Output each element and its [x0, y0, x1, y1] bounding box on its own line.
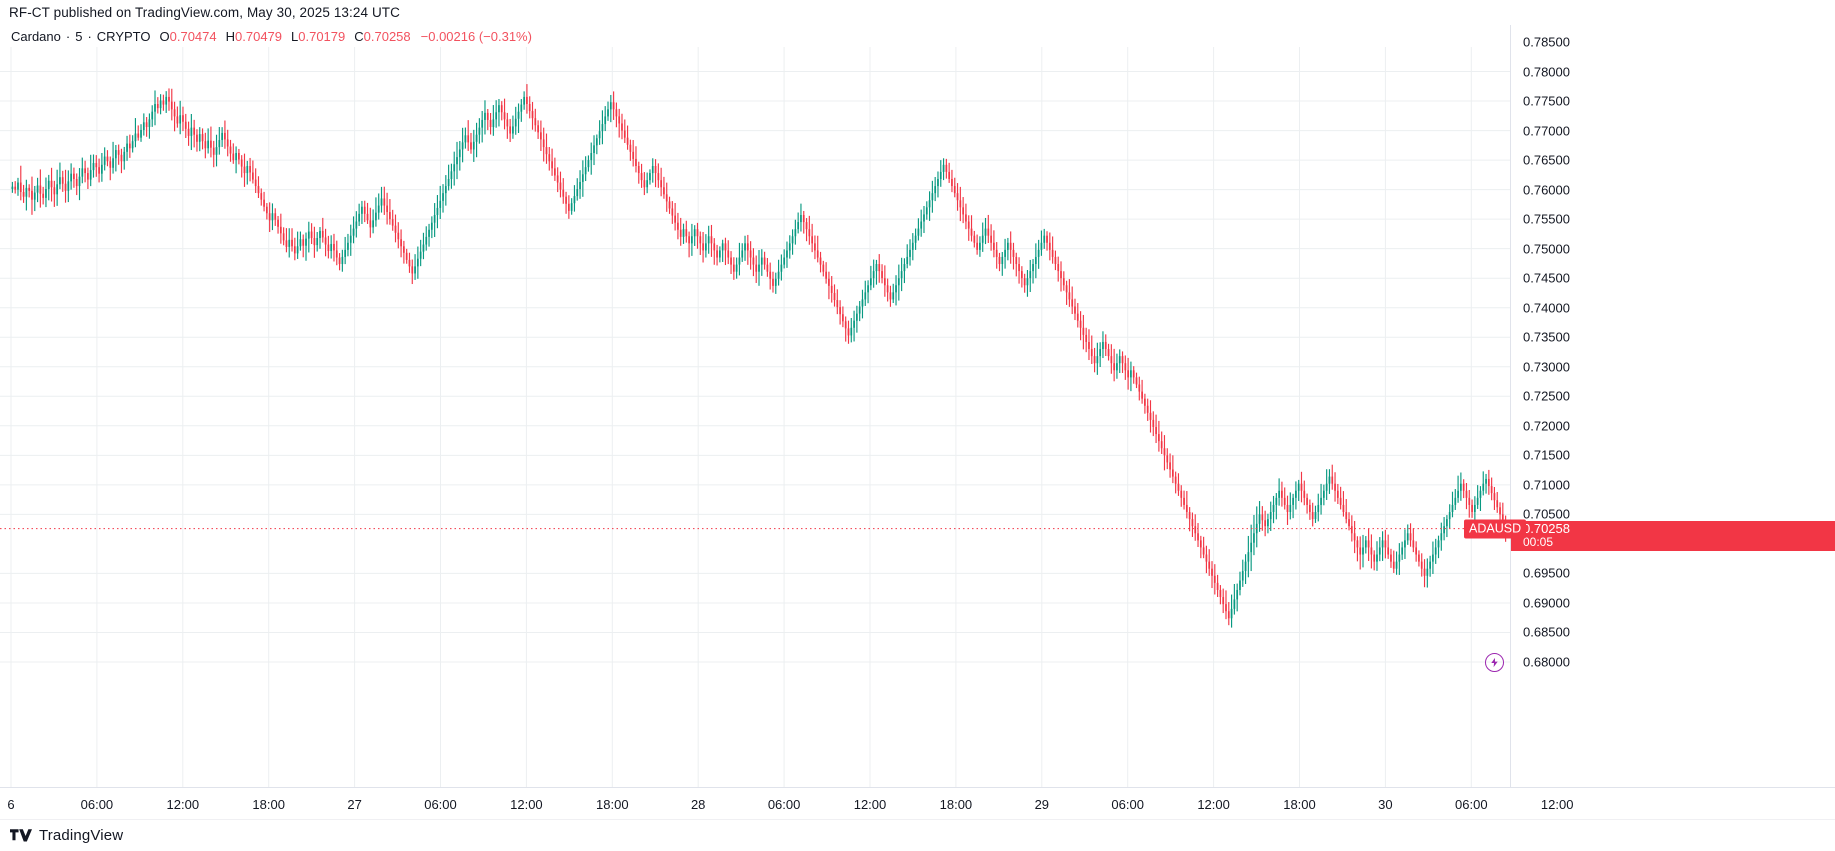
tradingview-logo-icon	[10, 828, 32, 841]
published-by-strip: RF-CT published on TradingView.com, May …	[0, 0, 1835, 25]
current-price-value: 0.70258	[1523, 521, 1570, 537]
price-tick: 0.74500	[1523, 270, 1570, 286]
published-by-text: RF-CT published on TradingView.com, May …	[9, 5, 400, 20]
price-tick: 0.77500	[1523, 93, 1570, 109]
time-tick: 06:00	[767, 797, 801, 812]
legend-close-key: C	[354, 28, 364, 44]
time-tick: 06:00	[424, 797, 457, 812]
price-tick: 0.69500	[1523, 565, 1570, 581]
price-tick: 0.71500	[1523, 447, 1570, 463]
footer-bar: TradingView	[0, 819, 1835, 851]
price-tick: 0.68000	[1523, 654, 1570, 670]
price-axis[interactable]: 0.78500 0.78000 0.77500 0.77000 0.76500 0.760…	[1485, 25, 1835, 787]
time-tick: 06:00	[1455, 797, 1488, 812]
legend-close: C0.70258	[354, 29, 410, 44]
time-tick: 6	[7, 797, 15, 812]
price-tick: 0.76500	[1523, 152, 1570, 168]
price-tick: 0.69000	[1523, 595, 1570, 611]
price-tick: 0.72500	[1523, 388, 1570, 404]
grid-lines	[0, 47, 1510, 787]
price-tick: 0.77000	[1523, 123, 1570, 139]
time-tick: 30	[1378, 797, 1393, 812]
legend-low-value: 0.70179	[298, 28, 346, 44]
legend-low: L0.70179	[291, 29, 345, 44]
tradingview-logo[interactable]: TradingView	[10, 827, 123, 844]
chart-legend: Cardano · 5 · CRYPTO O0.70474 H0.70479 L…	[0, 25, 532, 47]
time-tick: 12:00	[1197, 797, 1230, 812]
legend-symbol[interactable]: Cardano	[11, 28, 61, 44]
time-tick: 12:00	[510, 797, 543, 812]
price-tick: 0.78500	[1523, 34, 1570, 50]
current-price-badge: 0.70258 00:05	[1511, 520, 1835, 551]
time-tick: 06:00	[1111, 797, 1144, 812]
legend-open-key: O	[159, 28, 170, 44]
price-tick: 0.74000	[1523, 300, 1570, 316]
time-tick: 18:00	[252, 797, 285, 812]
symbol-price-tag: ADAUSD	[1464, 519, 1527, 539]
candlestick-plot[interactable]	[0, 47, 1510, 787]
time-tick: 12:00	[166, 797, 200, 812]
legend-close-value: 0.70258	[363, 28, 411, 44]
bar-countdown: 00:05	[1523, 535, 1554, 550]
price-tick: 0.75500	[1523, 211, 1570, 227]
time-tick: 12:00	[1540, 797, 1574, 812]
legend-interval[interactable]: 5	[75, 28, 83, 44]
legend-high-key: H	[225, 28, 236, 44]
price-tick: 0.73000	[1523, 359, 1570, 375]
time-tick: 12:00	[853, 797, 887, 812]
time-axis[interactable]: 6 06:00 12:00 18:00 27 06:00 12:00 18:00 28 06:00…	[0, 787, 1835, 820]
price-tick: 0.70500	[1523, 506, 1570, 522]
time-tick: 18:00	[1283, 797, 1316, 812]
time-tick: 29	[1034, 797, 1050, 812]
price-tick: 0.71000	[1523, 477, 1570, 493]
price-tick: 0.73500	[1523, 329, 1570, 345]
time-tick: 18:00	[596, 797, 629, 812]
legend-high-value: 0.70479	[235, 28, 283, 44]
time-tick: 06:00	[80, 797, 114, 812]
legend-open: O0.70474	[160, 29, 217, 44]
price-tick: 0.78000	[1523, 64, 1570, 80]
price-tick: 0.68500	[1523, 624, 1570, 640]
price-tick: 0.76000	[1523, 182, 1570, 198]
legend-high: H0.70479	[226, 29, 282, 44]
candle-series	[11, 84, 1510, 628]
legend-change: −0.00216 (−0.31%)	[420, 28, 532, 44]
legend-low-key: L	[291, 28, 299, 44]
time-tick: 27	[347, 797, 362, 812]
time-tick: 18:00	[939, 797, 973, 812]
price-tick: 0.75000	[1523, 241, 1570, 257]
candlestick-svg	[0, 47, 1510, 787]
legend-open-value: 0.70474	[169, 28, 217, 44]
lightning-bolt-icon[interactable]	[1485, 653, 1504, 672]
legend-exchange: CRYPTO	[96, 28, 151, 44]
legend-sep-2: ·	[87, 28, 92, 44]
tradingview-wordmark: TradingView	[39, 827, 124, 844]
legend-sep-1: ·	[65, 28, 71, 44]
price-tick: 0.72000	[1523, 418, 1570, 434]
time-tick: 28	[690, 797, 706, 812]
